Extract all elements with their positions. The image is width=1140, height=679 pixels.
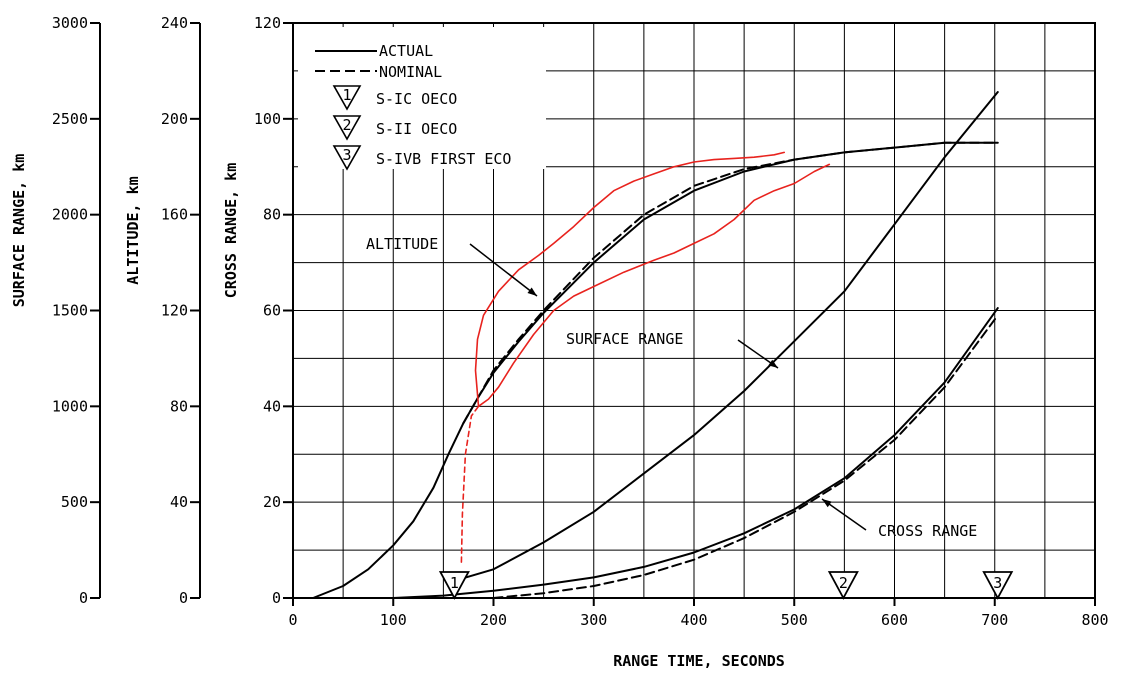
x-tick-label: 300 bbox=[580, 611, 607, 629]
cross-tick-label: 100 bbox=[254, 110, 281, 128]
event-marker-3 bbox=[982, 571, 1014, 600]
cross-tick-label: 80 bbox=[263, 206, 281, 224]
surface-tick-label: 1500 bbox=[52, 302, 88, 320]
surface-tick-label: 3000 bbox=[52, 14, 88, 32]
altitude-callout-arrowhead bbox=[527, 287, 537, 296]
series-surface-range-actual bbox=[453, 91, 999, 582]
surface-tick-label: 500 bbox=[61, 493, 88, 511]
annotations: ALTITUDE SURFACE RANGE CROSS RANGE bbox=[366, 235, 977, 540]
x-axis-title: RANGE TIME, SECONDS bbox=[613, 652, 785, 670]
legend-event-label: S-IVB FIRST ECO bbox=[376, 150, 511, 168]
series-cross-range-actual bbox=[392, 307, 999, 599]
series-red-dashed bbox=[460, 405, 480, 563]
cross-tick-label: 20 bbox=[263, 493, 281, 511]
cross-callout-arrowhead bbox=[822, 499, 832, 508]
series-altitude-actual bbox=[312, 141, 999, 599]
cross-callout-label: CROSS RANGE bbox=[878, 522, 977, 540]
legend-event-label: S-IC OECO bbox=[376, 90, 457, 108]
legend-nominal-label: NOMINAL bbox=[379, 63, 442, 81]
altitude-tick-label: 240 bbox=[161, 14, 188, 32]
legend-event-icon bbox=[332, 85, 362, 111]
series bbox=[312, 91, 999, 599]
x-tick-label: 0 bbox=[288, 611, 297, 629]
legend-event-number: 3 bbox=[342, 146, 351, 164]
x-tick-label: 700 bbox=[981, 611, 1008, 629]
x-tick-label: 100 bbox=[380, 611, 407, 629]
legend-actual-label: ACTUAL bbox=[379, 42, 433, 60]
altitude-tick-label: 160 bbox=[161, 206, 188, 224]
legend: ACTUAL NOMINAL 1 S-IC OECO 2 S-II OECO 3 S-IVB … bbox=[298, 27, 546, 171]
event-markers: 1 2 3 bbox=[438, 571, 1014, 600]
legend-event-number: 2 bbox=[342, 116, 351, 134]
altitude-tick-label: 80 bbox=[170, 397, 188, 415]
x-tick-label: 600 bbox=[881, 611, 908, 629]
surface-callout-label: SURFACE RANGE bbox=[566, 330, 683, 348]
surface-tick-label: 2000 bbox=[52, 206, 88, 224]
x-tick-label: 800 bbox=[1081, 611, 1108, 629]
event-marker-number: 1 bbox=[450, 574, 459, 592]
surface-axis-title: SURFACE RANGE, km bbox=[10, 154, 28, 308]
series-altitude-nominal bbox=[462, 141, 999, 425]
cross-axis-title: CROSS RANGE, km bbox=[222, 163, 240, 298]
event-marker-1 bbox=[438, 571, 470, 600]
x-tick-label: 400 bbox=[680, 611, 707, 629]
altitude-axis-title: ALTITUDE, km bbox=[124, 176, 142, 284]
altitude-tick-label: 0 bbox=[179, 589, 188, 607]
surface-tick-label: 0 bbox=[79, 589, 88, 607]
cross-tick-label: 40 bbox=[263, 397, 281, 415]
event-marker-number: 2 bbox=[839, 574, 848, 592]
x-tick-label: 500 bbox=[781, 611, 808, 629]
altitude-callout-leader bbox=[469, 243, 538, 297]
altitude-tick-label: 40 bbox=[170, 493, 188, 511]
altitude-tick-label: 200 bbox=[161, 110, 188, 128]
series-cross-range-nominal bbox=[492, 314, 999, 599]
series-red-lower bbox=[477, 163, 831, 408]
surface-tick-label: 1000 bbox=[52, 397, 88, 415]
legend-event-icon bbox=[332, 115, 362, 141]
cross-tick-label: 60 bbox=[263, 302, 281, 320]
surface-tick-label: 2500 bbox=[52, 110, 88, 128]
legend-event-icon bbox=[332, 145, 362, 171]
series-red-upper bbox=[474, 151, 785, 408]
event-marker-2 bbox=[827, 571, 859, 600]
legend-event-label: S-II OECO bbox=[376, 120, 457, 138]
cross-tick-label: 0 bbox=[272, 589, 281, 607]
altitude-callout-label: ALTITUDE bbox=[366, 235, 438, 253]
legend-event-number: 1 bbox=[342, 86, 351, 104]
x-tick-label: 200 bbox=[480, 611, 507, 629]
event-marker-number: 3 bbox=[993, 574, 1002, 592]
altitude-tick-label: 120 bbox=[161, 302, 188, 320]
surface-callout-arrowhead bbox=[768, 359, 778, 368]
cross-tick-label: 120 bbox=[254, 14, 281, 32]
